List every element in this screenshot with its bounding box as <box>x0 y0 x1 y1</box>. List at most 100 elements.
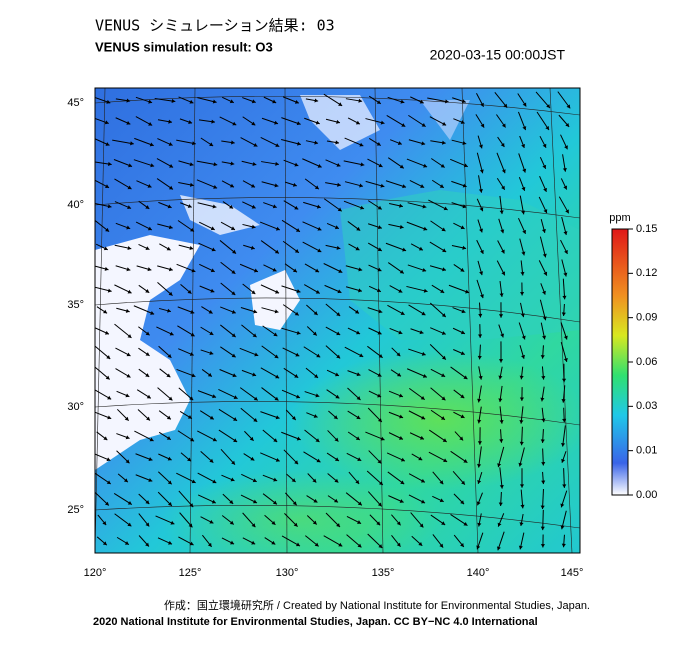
wind-arrow-head <box>130 141 134 146</box>
wind-arrow-head <box>420 478 425 483</box>
wind-arrow-head <box>564 249 568 254</box>
wind-arrow-head <box>542 290 546 295</box>
wind-arrow-head <box>230 226 235 230</box>
wind-arrow-head <box>357 457 362 461</box>
colorbar-tick-label: 0.03 <box>636 400 657 412</box>
wind-arrow-head <box>520 271 525 276</box>
wind-arrow-head <box>398 288 403 293</box>
wind-arrow-head <box>252 333 257 338</box>
wind-arrow-head <box>315 289 320 294</box>
wind-arrow-head <box>460 225 465 230</box>
wind-arrow-head <box>126 373 131 378</box>
wind-arrow-head <box>231 140 235 145</box>
wind-arrow-head <box>292 268 297 273</box>
wind-arrow-head <box>441 227 446 232</box>
lat-labels: 45° 40° 35° 30° 25° <box>67 97 84 516</box>
wind-arrow-head <box>519 484 525 488</box>
wind-arrow-head <box>377 247 382 251</box>
wind-arrow-head <box>105 142 110 146</box>
wind-arrow-head <box>272 267 277 272</box>
wind-arrow-head <box>104 120 109 125</box>
wind-arrow-head <box>229 204 234 209</box>
wind-arrow-head <box>543 271 548 276</box>
wind-arrow-head <box>294 99 299 104</box>
timestamp: 2020-03-15 00:00JST <box>430 47 566 63</box>
wind-arrow-head <box>479 249 484 254</box>
wind-arrow-head <box>499 293 504 297</box>
wind-arrow-head <box>315 268 320 273</box>
wind-arrow-head <box>229 183 234 188</box>
wind-arrow-head <box>295 228 300 232</box>
wind-arrow <box>536 111 550 131</box>
wind-arrow-head <box>229 500 234 504</box>
wind-arrow-head <box>359 353 364 358</box>
wind-arrow-head <box>147 226 152 231</box>
wind-arrow-head <box>273 438 278 443</box>
wind-arrow-head <box>560 503 565 508</box>
wind-arrow <box>539 236 547 258</box>
wind-arrow-head <box>496 546 501 551</box>
wind-arrow-head <box>295 352 300 357</box>
wind-arrow-head <box>441 313 446 318</box>
wind-arrow-head <box>209 458 214 463</box>
wind-arrow-head <box>294 162 299 167</box>
wind-arrow-head <box>480 102 484 107</box>
wind-arrow-head <box>543 209 548 214</box>
wind-arrow-head <box>166 373 171 378</box>
wind-arrow-head <box>422 204 427 209</box>
wind-arrow <box>343 160 365 166</box>
wind-arrow <box>385 180 407 188</box>
wind-arrow-head <box>338 102 343 106</box>
wind-arrow-head <box>210 268 215 273</box>
wind-arrow-head <box>355 120 360 125</box>
wind-arrow <box>197 472 217 484</box>
wind-arrow-head <box>316 353 321 358</box>
wind-arrow-head <box>274 249 279 254</box>
wind-arrow-head <box>251 523 256 528</box>
wind-arrow-head <box>275 143 280 147</box>
wind-arrow-head <box>296 394 300 399</box>
wind-arrow-head <box>422 268 427 272</box>
wind-arrow-head <box>498 359 504 363</box>
wind-arrow-head <box>400 99 405 104</box>
wind-arrow-head <box>294 460 299 465</box>
wind-arrow-head <box>441 355 446 360</box>
wind-arrow <box>562 278 566 300</box>
wind-arrow-head <box>190 332 195 337</box>
colorbar-tick-label: 0.12 <box>636 267 657 279</box>
wind-arrow-head <box>357 543 362 548</box>
wind-arrow <box>429 344 447 360</box>
wind-arrow-head <box>501 169 506 174</box>
wind-arrow <box>496 152 506 174</box>
wind-arrow-head <box>103 436 108 441</box>
wind-arrow-head <box>209 415 214 420</box>
wind-arrow-head <box>358 98 363 103</box>
wind-arrow <box>113 493 133 505</box>
wind-arrow <box>176 472 196 484</box>
wind-arrow-head <box>187 204 192 208</box>
wind-arrow-head <box>209 331 214 335</box>
wind-arrow <box>539 299 547 321</box>
wind-arrow-head <box>232 249 237 254</box>
wind-arrow-head <box>107 161 112 166</box>
wind-arrow-head <box>106 99 111 104</box>
wind-arrow-head <box>439 543 444 548</box>
wind-arrow-head <box>105 375 110 380</box>
wind-arrow <box>366 470 384 486</box>
wind-arrow-head <box>479 207 484 212</box>
wind-arrow-head <box>440 416 445 420</box>
wind-arrow-head <box>356 226 361 231</box>
wind-arrow-head <box>291 416 296 421</box>
wind-arrow-head <box>209 519 214 524</box>
wind-arrow-head <box>419 435 424 440</box>
wind-arrow-head <box>377 459 382 464</box>
wind-arrow <box>95 345 111 360</box>
wind-arrow-head <box>167 308 171 313</box>
wind-arrow-head <box>377 267 382 272</box>
wind-arrow-head <box>565 209 569 214</box>
wind-arrow <box>197 430 217 442</box>
wind-arrow-head <box>442 267 446 272</box>
wind-arrow-head <box>519 420 524 424</box>
wind-arrow-head <box>377 205 382 210</box>
